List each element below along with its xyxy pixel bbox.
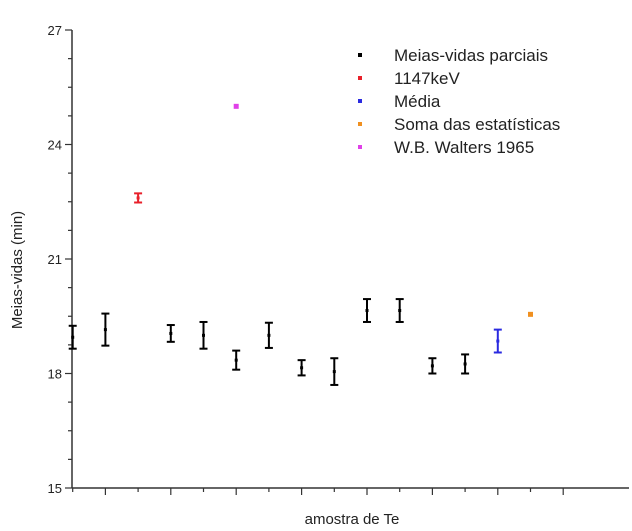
data-point bbox=[365, 309, 369, 313]
data-point bbox=[169, 331, 173, 335]
y-tick-label: 18 bbox=[48, 367, 62, 382]
y-tick-label: 21 bbox=[48, 252, 62, 267]
legend-label: Soma das estatísticas bbox=[394, 115, 560, 134]
legend-marker bbox=[358, 53, 362, 57]
data-point bbox=[233, 103, 239, 109]
y-tick-label: 15 bbox=[48, 481, 62, 496]
data-point bbox=[332, 370, 336, 374]
legend-marker bbox=[358, 122, 362, 126]
legend-marker bbox=[358, 99, 362, 103]
data-point bbox=[267, 333, 271, 337]
data-point bbox=[398, 309, 402, 313]
legend-label: Meias-vidas parciais bbox=[394, 46, 548, 65]
data-marks bbox=[68, 103, 533, 386]
legend-label: Média bbox=[394, 92, 441, 111]
data-point bbox=[136, 196, 140, 200]
legend-label: W.B. Walters 1965 bbox=[394, 138, 534, 157]
data-point bbox=[528, 311, 533, 317]
data-point bbox=[202, 333, 205, 337]
plot-area bbox=[72, 30, 629, 488]
x-ticks bbox=[72, 488, 564, 495]
y-axis-label: Meias-vidas (min) bbox=[9, 211, 26, 329]
data-point bbox=[71, 335, 75, 339]
legend-label: 1147keV bbox=[394, 69, 461, 88]
x-axis-label: amostra de Te bbox=[305, 511, 400, 528]
y-ticks: 15 18 21 24 27 bbox=[48, 23, 72, 496]
legend: Meias-vidas parciais 1147keV Média Soma das… bbox=[358, 46, 560, 157]
data-point bbox=[463, 362, 467, 366]
legend-marker bbox=[358, 76, 362, 80]
data-point bbox=[103, 328, 107, 332]
data-point bbox=[300, 366, 304, 370]
legend-marker bbox=[358, 145, 362, 149]
data-point bbox=[234, 358, 238, 362]
data-point bbox=[430, 364, 434, 368]
data-point bbox=[496, 339, 500, 343]
y-tick-label: 27 bbox=[48, 23, 62, 38]
y-tick-label: 24 bbox=[48, 138, 62, 153]
